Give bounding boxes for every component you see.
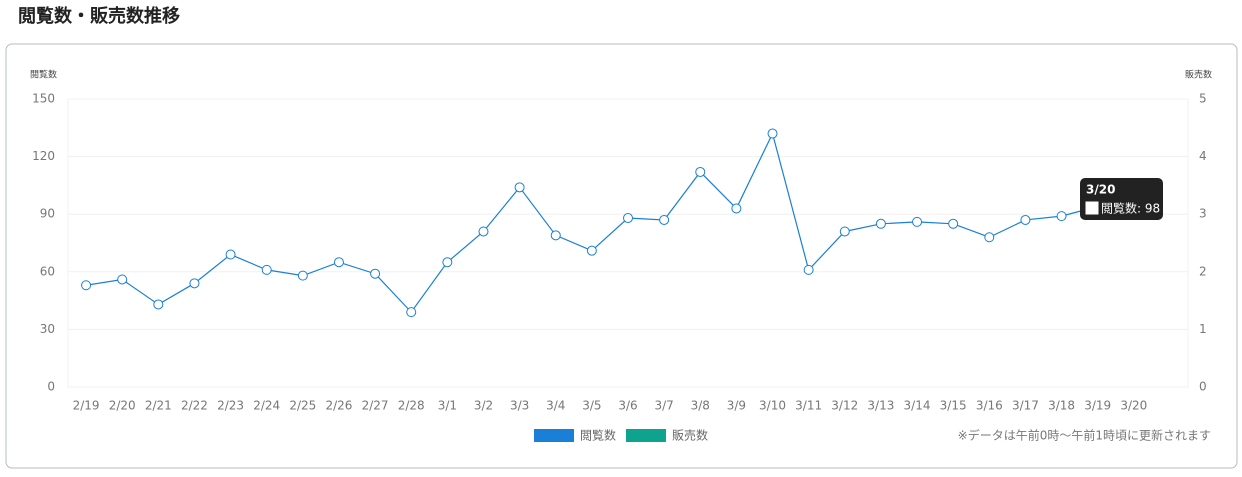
panel xyxy=(5,43,1238,469)
data-point xyxy=(695,166,706,177)
y-tick-label: 60 xyxy=(40,264,55,278)
x-tick-label: 3/3 xyxy=(510,399,529,413)
x-tick-label: 3/6 xyxy=(618,399,637,413)
data-point xyxy=(370,268,381,279)
x-tick-label: 3/1 xyxy=(438,399,457,413)
data-point xyxy=(1056,211,1067,222)
data-point xyxy=(1020,214,1031,225)
y2-tick-label: 3 xyxy=(1199,207,1207,221)
y-tick-label: 150 xyxy=(32,92,55,106)
legend-swatch xyxy=(626,429,666,442)
data-point xyxy=(803,264,814,275)
y-tick-label: 120 xyxy=(32,149,55,163)
data-point xyxy=(225,249,236,260)
legend-label: 販売数 xyxy=(672,428,708,443)
y-tick-label: 30 xyxy=(40,322,55,336)
data-point xyxy=(514,182,525,193)
data-point xyxy=(550,230,561,241)
y-axis-label: 閲覧数 xyxy=(30,69,57,81)
data-point xyxy=(333,257,344,268)
data-point xyxy=(623,213,633,224)
data-point xyxy=(297,270,308,281)
x-tick-label: 3/11 xyxy=(795,399,822,413)
x-tick-label: 3/14 xyxy=(904,399,931,413)
y2-tick-label: 2 xyxy=(1199,264,1207,278)
tooltip-label: 閲覧数: 98 xyxy=(1101,201,1160,216)
x-tick-label: 2/28 xyxy=(398,399,425,413)
x-tick-label: 3/2 xyxy=(474,399,493,413)
page-title: 閲覧数・販売数推移 xyxy=(18,5,180,27)
data-point xyxy=(442,257,453,268)
data-point xyxy=(406,307,417,318)
data-point xyxy=(153,299,164,310)
x-tick-label: 3/7 xyxy=(654,399,673,413)
x-tick-label: 3/9 xyxy=(727,399,746,413)
data-point xyxy=(659,214,670,225)
tooltip-swatch xyxy=(1085,201,1099,215)
data-point xyxy=(189,278,200,289)
tooltip: 3/20 閲覧数: 98 xyxy=(1080,178,1163,220)
y-tick-label: 90 xyxy=(40,207,55,221)
y2-axis-label: 販売数 xyxy=(1185,69,1212,81)
data-point xyxy=(912,216,923,227)
x-tick-label: 2/25 xyxy=(289,399,316,413)
y2-tick-label: 5 xyxy=(1199,92,1207,106)
note: ※データは午前0時～午前1時頃に更新されます xyxy=(958,428,1211,443)
data-point xyxy=(731,203,742,214)
x-tick-label: 3/8 xyxy=(691,399,710,413)
legend-label: 閲覧数 xyxy=(580,428,616,443)
x-tick-label: 2/21 xyxy=(145,399,172,413)
data-point xyxy=(839,226,850,237)
data-point xyxy=(478,226,489,237)
x-tick-label: 3/19 xyxy=(1084,399,1111,413)
data-point xyxy=(984,232,995,243)
series-line xyxy=(85,131,1134,314)
x-tick-label: 3/4 xyxy=(546,399,565,413)
y2-tick-label: 4 xyxy=(1199,149,1207,163)
x-tick-label: 3/20 xyxy=(1120,399,1147,413)
data-point xyxy=(767,128,778,139)
x-tick-label: 2/22 xyxy=(181,399,208,413)
x-tick-label: 3/17 xyxy=(1012,399,1039,413)
x-tick-label: 2/24 xyxy=(253,399,280,413)
tooltip-title: 3/20 xyxy=(1086,183,1115,197)
x-tick-label: 3/10 xyxy=(759,399,786,413)
data-point xyxy=(117,274,128,285)
tooltip-box xyxy=(1080,178,1163,220)
x-tick-label: 2/27 xyxy=(362,399,389,413)
x-tick-label: 2/19 xyxy=(73,399,100,413)
data-point xyxy=(586,245,597,256)
data-point xyxy=(948,218,959,229)
x-tick-label: 3/12 xyxy=(831,399,858,413)
legend-swatch xyxy=(534,429,574,442)
y2-tick-label: 0 xyxy=(1199,380,1207,394)
data-point xyxy=(261,264,272,275)
x-tick-label: 3/18 xyxy=(1048,399,1075,413)
x-tick-label: 2/20 xyxy=(109,399,136,413)
data-point xyxy=(875,218,886,229)
x-tick-label: 3/16 xyxy=(976,399,1003,413)
x-tick-label: 3/15 xyxy=(940,399,967,413)
x-tick-label: 3/13 xyxy=(867,399,894,413)
y-tick-label: 0 xyxy=(47,380,55,394)
y2-tick-label: 1 xyxy=(1199,322,1207,336)
x-tick-label: 2/26 xyxy=(325,399,352,413)
x-tick-label: 2/23 xyxy=(217,399,244,413)
data-point xyxy=(81,280,92,291)
x-tick-label: 3/5 xyxy=(582,399,601,413)
